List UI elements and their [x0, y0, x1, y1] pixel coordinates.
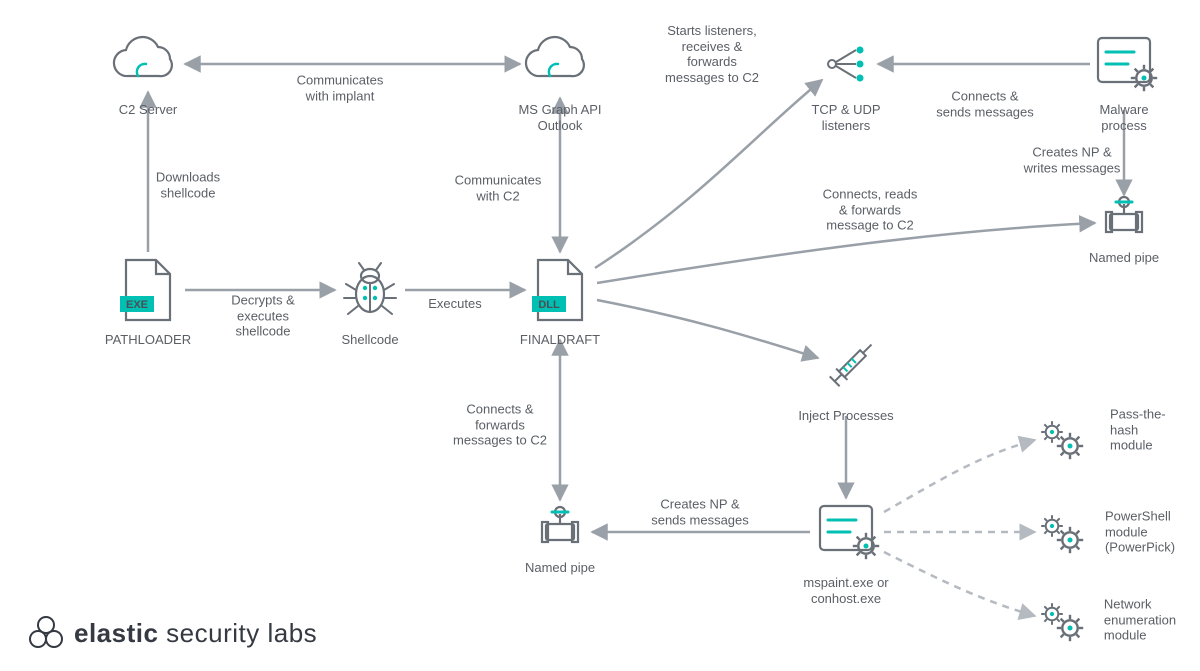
edge-mod3 — [884, 552, 1035, 616]
process-gear-icon — [1098, 38, 1157, 91]
process-gear-icon — [820, 506, 879, 559]
edge-connects-np — [597, 223, 1095, 283]
exe-file-icon — [120, 260, 170, 320]
logo-bold: elastic — [74, 618, 158, 648]
pipe-icon — [542, 507, 578, 542]
cloud-icon — [524, 32, 592, 77]
syringe-icon — [829, 339, 877, 387]
elastic-logo: elastic security labs — [28, 615, 317, 651]
edge-mod1 — [884, 440, 1035, 512]
logo-rest: security labs — [158, 618, 317, 648]
bug-icon — [344, 263, 396, 314]
gears-icon — [1041, 603, 1083, 641]
gears-icon — [1041, 421, 1083, 459]
loadbalancer-icon — [828, 47, 864, 82]
pipe-icon — [1106, 197, 1142, 232]
cloud-icon — [112, 32, 180, 77]
edge-starts-listeners — [595, 80, 822, 268]
edge-inject — [597, 300, 818, 358]
gears-icon — [1041, 515, 1083, 553]
dll-file-icon — [532, 260, 582, 320]
